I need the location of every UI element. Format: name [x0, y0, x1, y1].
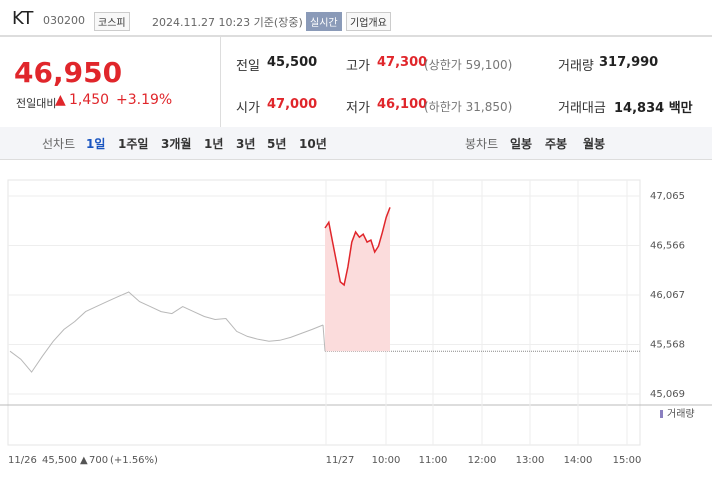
tab[interactable]: 1일 — [86, 137, 106, 151]
x-tick-label: 11/27 — [326, 455, 355, 466]
plot-frame — [7, 179, 641, 446]
stock-name: KT — [12, 8, 34, 29]
stock-code: 030200 — [43, 14, 85, 27]
realtime[interactable]: 실시간 — [306, 12, 342, 31]
connector — [322, 324, 326, 352]
area — [325, 207, 390, 352]
x-tick-label: 12:00 — [468, 455, 497, 466]
stat-extra: (하한가 31,850) — [424, 100, 513, 114]
rate: +3.19% — [116, 92, 173, 108]
stat-label: 시가 — [236, 101, 260, 116]
stat-label: 거래대금 — [558, 101, 606, 116]
note-arrow: ▲ — [80, 455, 88, 466]
price-line — [9, 291, 324, 373]
stat-value: 317,990 — [599, 55, 659, 70]
market: 코스피 — [94, 12, 130, 31]
y-tick-label: 47,065 — [650, 191, 685, 202]
tab[interactable]: 월봉 — [583, 137, 606, 151]
tab[interactable]: 1주일 — [118, 137, 149, 151]
price-line — [324, 207, 391, 287]
stat-value: 46,100 — [377, 97, 428, 112]
change: 1,450 — [69, 92, 110, 108]
tab[interactable]: 5년 — [267, 137, 287, 151]
note-price: 45,500 — [42, 455, 77, 466]
y-tick-label: 45,069 — [650, 389, 685, 400]
y-tick-label: 45,568 — [650, 340, 685, 351]
volume-label: 거래량 — [667, 408, 695, 420]
tab[interactable]: 1년 — [204, 137, 224, 151]
stat-extra: (상한가 59,100) — [424, 58, 513, 72]
stat-label: 전일 — [236, 59, 260, 74]
x-tick-label: 10:00 — [372, 455, 401, 466]
x-tick-label: 15:00 — [613, 455, 642, 466]
y-tick-label: 46,067 — [650, 290, 685, 301]
x-tick-label: 13:00 — [516, 455, 545, 466]
company[interactable]: 기업개요 — [346, 12, 391, 31]
stat-value: 47,000 — [267, 97, 318, 112]
stat-value: 14,834 백만 — [614, 101, 693, 116]
price: 46,950 — [14, 56, 123, 89]
stat-label: 저가 — [346, 101, 370, 116]
tab[interactable]: 주봉 — [545, 137, 568, 151]
tab-bar — [0, 127, 712, 160]
note-rate: (+1.56%) — [110, 455, 158, 466]
divider — [220, 37, 221, 127]
arrow: ▲ — [55, 92, 66, 108]
stat-value: 47,300 — [377, 55, 428, 70]
note-change: 700 — [89, 455, 108, 466]
x-tick-label: 14:00 — [564, 455, 593, 466]
volume-legend — [660, 410, 663, 418]
tab[interactable]: 3개월 — [161, 137, 192, 151]
tab[interactable]: 일봉 — [510, 137, 533, 151]
x-tick-label: 11:00 — [419, 455, 448, 466]
tab-title: 봉차트 — [465, 137, 499, 151]
change-label: 전일대비 — [16, 97, 57, 110]
series-name: 11/26 — [8, 455, 37, 466]
time: 2024.11.27 10:23 기준(장중) — [152, 16, 303, 29]
stat-label: 고가 — [346, 59, 370, 74]
chart: 11/27 10:00 11:00 12:00 13:00 14:00 15:00 47,06… — [0, 179, 712, 466]
stat-label: 거래량 — [558, 59, 594, 74]
stat-value: 45,500 — [267, 55, 318, 70]
y-tick-label: 46,566 — [650, 241, 685, 252]
tab[interactable]: 3년 — [236, 137, 256, 151]
tab[interactable]: 10년 — [299, 137, 327, 151]
tab-title: 선차트 — [42, 137, 76, 151]
